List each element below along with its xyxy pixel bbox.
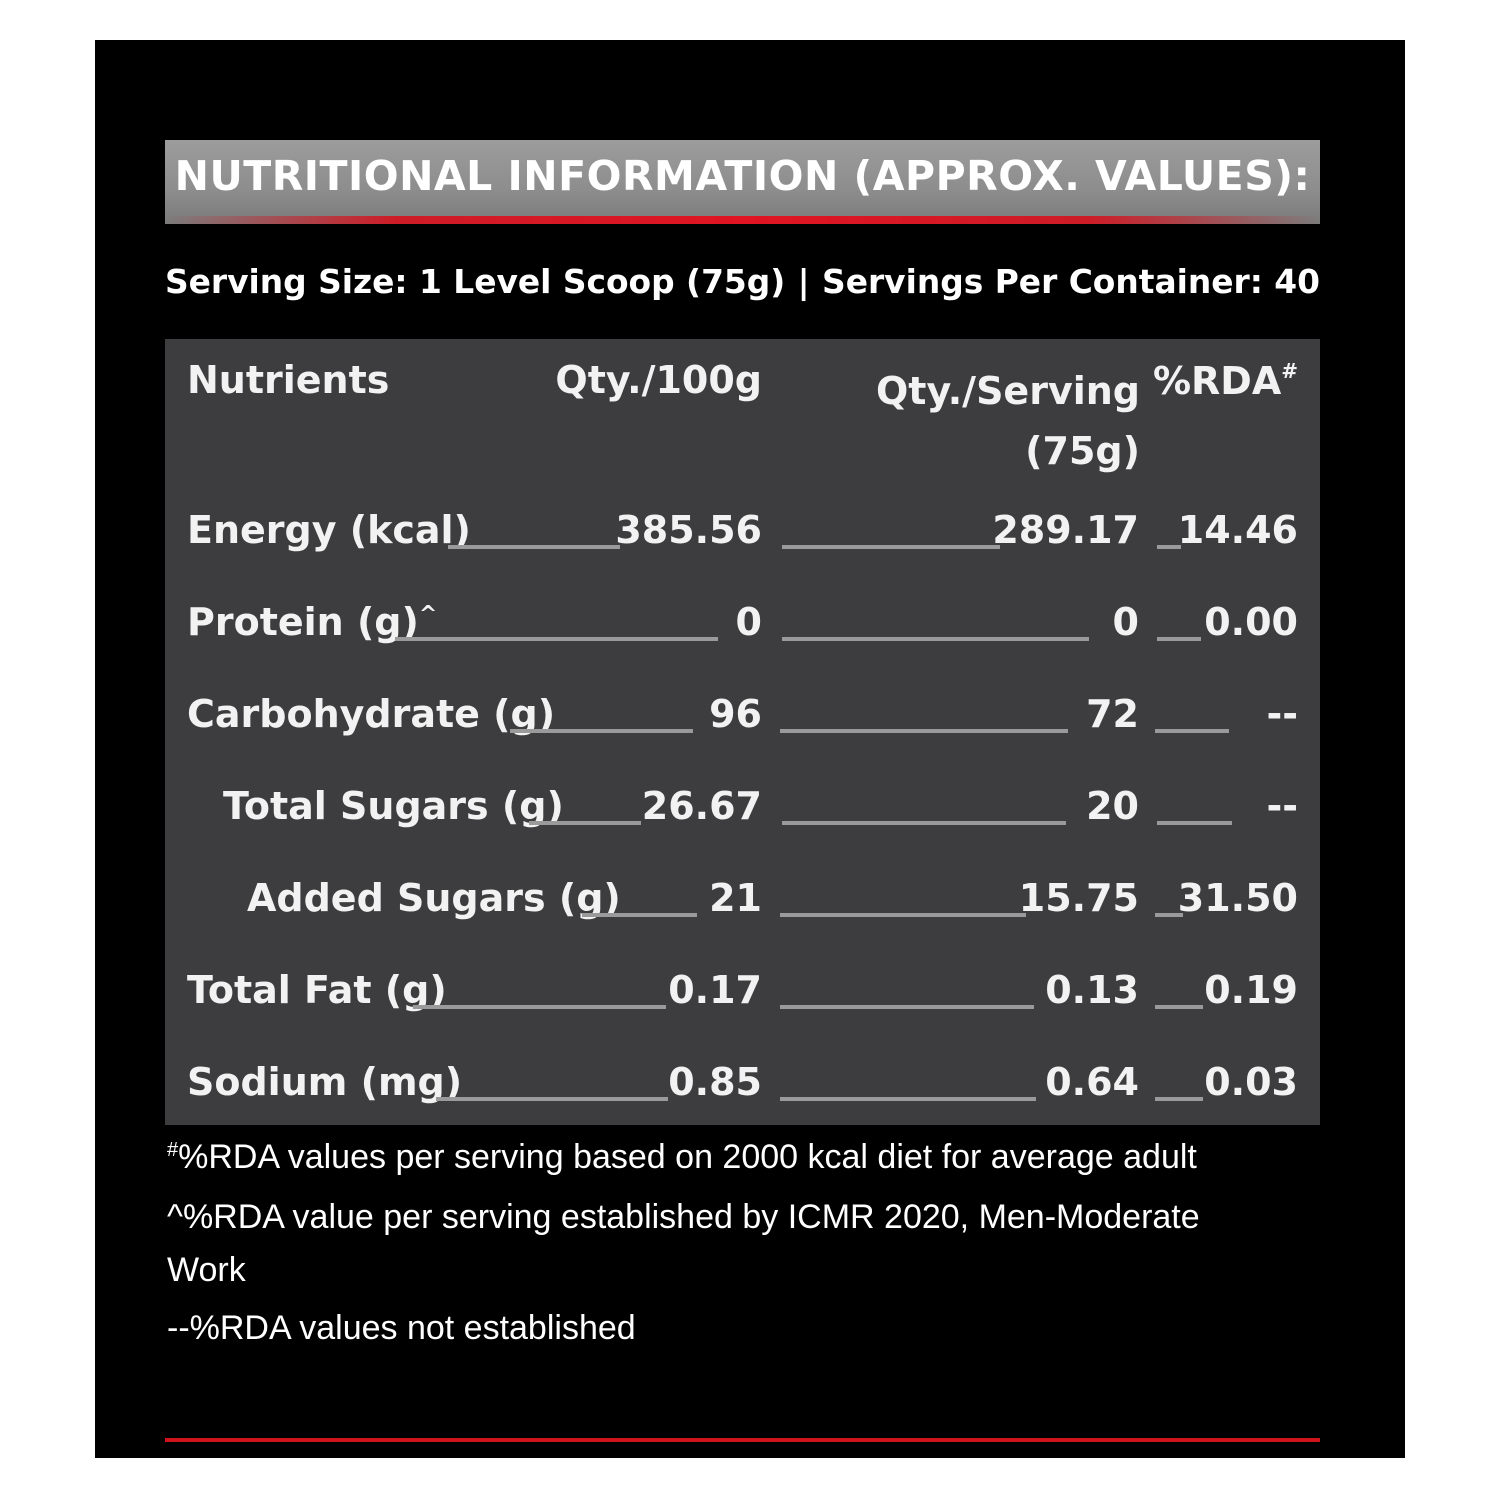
row-protein-qty100: 0 (735, 600, 762, 644)
row-total-sugars-qty100: 26.67 (641, 784, 762, 828)
serving-size: Serving Size: 1 Level Scoop (75g) (165, 263, 786, 301)
leader-line (780, 729, 1068, 733)
nutrient-label: Sodium (mg) (187, 1060, 463, 1104)
leader-line (1155, 1005, 1203, 1009)
row-total-fat-qty100: 0.17 (668, 968, 762, 1012)
footnote-rda-basis-text: %RDA values per serving based on 2000 kc… (178, 1138, 1197, 1176)
nutrient-label: Added Sugars (g) (247, 876, 621, 920)
serving-info: Serving Size: 1 Level Scoop (75g) | Serv… (165, 252, 1320, 312)
leader-line (780, 1005, 1034, 1009)
leader-line (1155, 913, 1183, 917)
footnote-icmr-line1: ^%RDA value per serving established by I… (167, 1198, 1200, 1236)
row-total-sugars-rda: -- (1266, 784, 1298, 828)
row-total-fat-rda: 0.19 (1204, 968, 1298, 1012)
leader-line (782, 637, 1089, 641)
leader-line (1157, 545, 1181, 549)
leader-line (782, 821, 1066, 825)
row-total-fat-qtyserving: 0.13 (1045, 968, 1139, 1012)
row-carbohydrate-name: Carbohydrate (g) (187, 695, 555, 733)
leader-line (780, 1097, 1036, 1101)
header-rda-label: %RDA (1152, 359, 1282, 403)
leader-line (1157, 821, 1232, 825)
footnote-hash-mark: # (167, 1139, 179, 1161)
nutrient-label: Total Sugars (g) (223, 784, 564, 828)
title-red-underline (165, 216, 1320, 224)
nutrient-label: Total Fat (g) (187, 968, 447, 1012)
row-sodium-qtyserving: 0.64 (1045, 1060, 1139, 1104)
row-energy-rda: 14.46 (1177, 508, 1298, 552)
row-total-fat-name: Total Fat (g) (187, 971, 447, 1009)
leader-line (1155, 729, 1229, 733)
row-sodium-rda: 0.03 (1204, 1060, 1298, 1104)
leader-line (395, 637, 718, 641)
footnote-rda-basis: #%RDA values per serving based on 2000 k… (167, 1140, 1197, 1174)
row-energy-qty100: 385.56 (615, 508, 762, 552)
bottom-red-divider (165, 1438, 1320, 1442)
row-energy-qtyserving: 289.17 (992, 508, 1139, 552)
leader-line (448, 545, 620, 549)
row-protein-name: Protein (g)^ (187, 603, 437, 641)
leader-line (510, 729, 693, 733)
row-sodium-name: Sodium (mg) (187, 1063, 462, 1101)
header-qty-100g: Qty./100g (555, 358, 762, 402)
serving-separator: | (797, 263, 810, 301)
leader-line (436, 1097, 668, 1101)
row-added-sugars-qty100: 21 (709, 876, 762, 920)
leader-line (582, 913, 697, 917)
header-qty-serving-line2: (75g) (1025, 429, 1140, 473)
footnote-icmr-line2: Work (167, 1251, 246, 1289)
row-carbohydrate-qty100: 96 (709, 692, 762, 736)
row-sodium-qty100: 0.85 (668, 1060, 762, 1104)
row-total-sugars-name: Total Sugars (g) (223, 787, 564, 825)
nutrient-label: Protein (g) (187, 600, 419, 644)
row-added-sugars-name: Added Sugars (g) (247, 879, 621, 917)
nutrition-table: Nutrients Qty./100g Qty./Serving (75g) %… (165, 339, 1320, 1125)
row-energy-name: Energy (kcal) (187, 511, 471, 549)
nutrient-label: Energy (kcal) (187, 508, 471, 552)
leader-line (1157, 637, 1201, 641)
row-carbohydrate-qtyserving: 72 (1086, 692, 1139, 736)
header-qty-serving: Qty./Serving (75g) (876, 361, 1140, 481)
row-total-sugars-qtyserving: 20 (1086, 784, 1139, 828)
servings-per-container: Servings Per Container: 40 (822, 263, 1320, 301)
title-banner: NUTRITIONAL INFORMATION (APPROX. VALUES)… (165, 140, 1320, 224)
nutrient-label: Carbohydrate (g) (187, 692, 556, 736)
row-protein-rda: 0.00 (1204, 600, 1298, 644)
header-rda: %RDA# (1153, 361, 1298, 400)
leader-line (529, 821, 641, 825)
leader-line (413, 1005, 666, 1009)
footnote-not-established: --%RDA values not established (167, 1309, 636, 1347)
leader-line (1155, 1097, 1203, 1101)
header-rda-mark: # (1281, 359, 1298, 383)
caret-mark: ^ (418, 602, 438, 627)
header-qty-serving-line1: Qty./Serving (876, 369, 1140, 413)
header-nutrients: Nutrients (187, 358, 390, 402)
row-added-sugars-rda: 31.50 (1177, 876, 1298, 920)
leader-line (782, 545, 1000, 549)
page-title: NUTRITIONAL INFORMATION (APPROX. VALUES)… (174, 152, 1311, 200)
row-added-sugars-qtyserving: 15.75 (1018, 876, 1139, 920)
leader-line (780, 913, 1026, 917)
row-carbohydrate-rda: -- (1266, 692, 1298, 736)
row-protein-qtyserving: 0 (1112, 600, 1139, 644)
nutrition-panel: NUTRITIONAL INFORMATION (APPROX. VALUES)… (95, 40, 1405, 1458)
